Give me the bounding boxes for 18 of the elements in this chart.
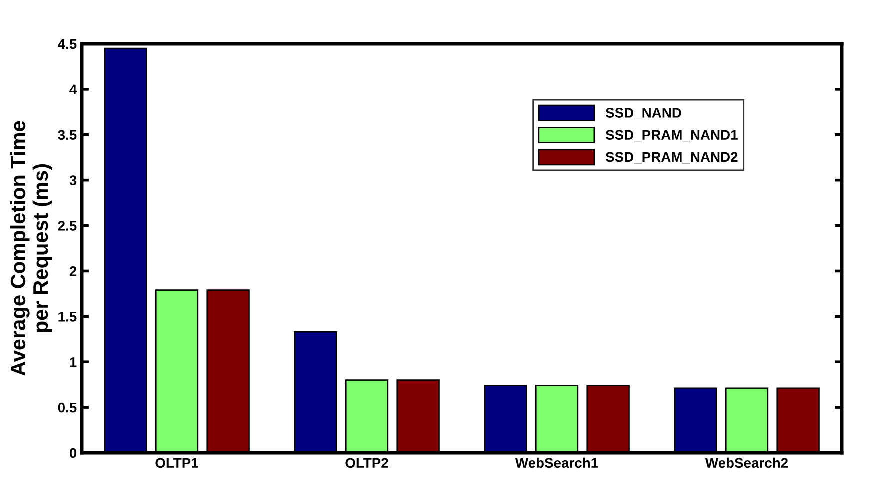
legend-label: SSD_PRAM_NAND1 <box>606 130 738 142</box>
y-tick-label: 2 <box>70 266 77 276</box>
legend-label: SSD_PRAM_NAND2 <box>606 152 738 164</box>
x-tick-label: WebSearch1 <box>515 458 598 468</box>
x-tick-label: WebSearch2 <box>705 458 788 468</box>
y-tick-label: 2.5 <box>58 221 77 231</box>
y-tick-label: 4.5 <box>58 39 77 50</box>
y-tick-label: 1 <box>70 358 77 368</box>
x-tick-label: OLTP1 <box>156 458 198 468</box>
y-tick-label: 0 <box>70 448 77 458</box>
y-tick-label: 1.5 <box>58 312 77 322</box>
y-tick-label: 3.5 <box>58 130 77 140</box>
y-tick-label: 0.5 <box>58 402 77 413</box>
legend-label: SSD_NAND <box>606 108 682 120</box>
x-tick-label: OLTP2 <box>346 458 388 468</box>
y-tick-label: 3 <box>70 176 77 186</box>
y-axis-title: Average Completion Time per Request (ms) <box>10 121 52 376</box>
y-tick-label: 4 <box>70 84 78 94</box>
